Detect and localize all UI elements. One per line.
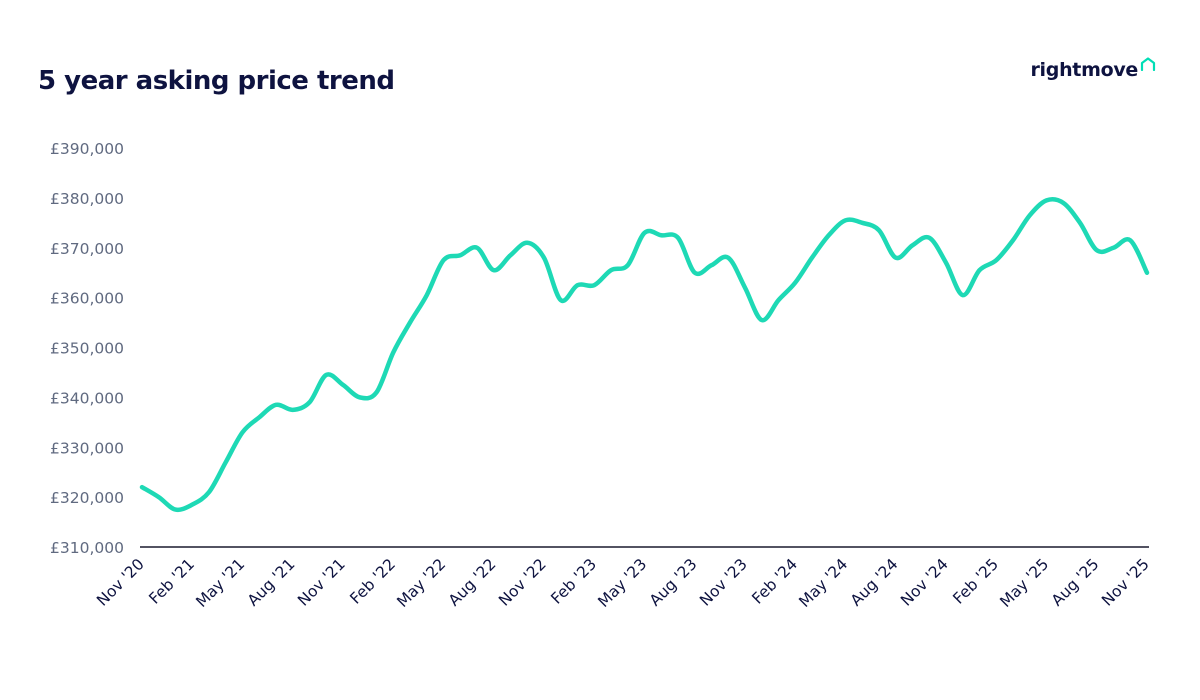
x-tick-label: May '22 bbox=[393, 555, 449, 611]
x-tick-label: Aug '21 bbox=[244, 555, 299, 610]
x-tick-label: Nov '24 bbox=[897, 555, 952, 610]
x-tick-label: Feb '21 bbox=[145, 555, 198, 608]
series-group bbox=[139, 197, 1150, 513]
y-tick-label: £380,000 bbox=[50, 190, 124, 208]
x-tick-label: Aug '23 bbox=[646, 555, 701, 610]
x-tick-label: Nov '22 bbox=[495, 555, 550, 610]
x-tick-label: May '21 bbox=[192, 555, 248, 611]
x-tick-label: May '24 bbox=[795, 555, 851, 611]
x-tick-label: Feb '25 bbox=[949, 555, 1002, 608]
chart-title: 5 year asking price trend bbox=[38, 66, 395, 96]
y-tick-label: £340,000 bbox=[50, 389, 124, 407]
y-tick-label: £350,000 bbox=[50, 340, 124, 358]
x-tick-label: Aug '24 bbox=[847, 555, 902, 610]
x-tick-label: Aug '22 bbox=[445, 555, 500, 610]
house-icon bbox=[1140, 56, 1156, 75]
series-line-asking-price bbox=[139, 197, 1150, 513]
x-tick-label: Nov '23 bbox=[696, 555, 751, 610]
x-tick-label: Feb '22 bbox=[346, 555, 399, 608]
y-tick-label: £330,000 bbox=[50, 439, 124, 457]
x-tick-label: May '25 bbox=[996, 555, 1052, 611]
x-tick-label: May '23 bbox=[594, 555, 650, 611]
x-tick-label: Aug '25 bbox=[1048, 555, 1103, 610]
y-axis: £390,000 £380,000 £370,000 £360,000 £350,000… bbox=[50, 140, 124, 557]
x-tick-label: Feb '24 bbox=[748, 555, 801, 608]
brand-name: rightmove bbox=[1030, 59, 1138, 81]
y-tick-label: £310,000 bbox=[50, 539, 124, 557]
y-tick-label: £370,000 bbox=[50, 240, 124, 258]
y-tick-label: £360,000 bbox=[50, 290, 124, 308]
brand-logo: rightmove bbox=[1030, 56, 1156, 81]
x-tick-label: Nov '20 bbox=[93, 555, 148, 610]
y-tick-label: £320,000 bbox=[50, 489, 124, 507]
x-tick-label: Nov '25 bbox=[1098, 555, 1153, 610]
y-tick-label: £390,000 bbox=[50, 140, 124, 158]
x-tick-label: Nov '21 bbox=[294, 555, 349, 610]
x-tick-label: Feb '23 bbox=[547, 555, 600, 608]
